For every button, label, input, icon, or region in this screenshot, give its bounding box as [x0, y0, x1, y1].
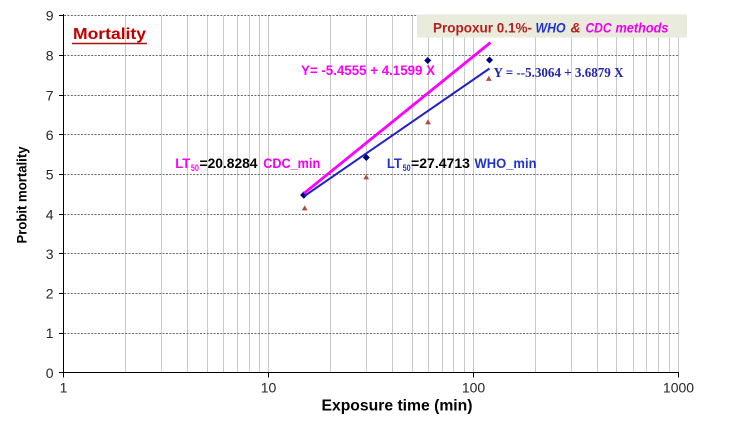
- svg-text:Y= -5.4555 + 4.1599 X: Y= -5.4555 + 4.1599 X: [301, 62, 436, 78]
- svg-text:methods: methods: [616, 20, 669, 36]
- svg-text:Propoxur 0.1%-: Propoxur 0.1%-: [433, 20, 532, 36]
- svg-text:Probit mortality: Probit mortality: [14, 146, 30, 243]
- svg-text:50: 50: [191, 163, 199, 173]
- svg-text:6: 6: [46, 127, 54, 143]
- svg-text:10: 10: [261, 380, 277, 396]
- svg-text:WHO_min: WHO_min: [475, 155, 537, 171]
- svg-text:2: 2: [46, 286, 54, 302]
- svg-text:CDC_min: CDC_min: [263, 155, 320, 171]
- svg-text:1000: 1000: [663, 380, 694, 396]
- svg-text:Mortality: Mortality: [73, 26, 146, 43]
- svg-text:4: 4: [46, 206, 54, 222]
- svg-text:9: 9: [46, 8, 54, 24]
- svg-text:1: 1: [60, 380, 68, 396]
- svg-text:&: &: [571, 20, 581, 36]
- svg-text:0: 0: [46, 365, 54, 381]
- svg-text:Exposure time (min): Exposure time (min): [322, 398, 473, 415]
- svg-text:3: 3: [46, 246, 54, 262]
- svg-text:7: 7: [46, 87, 54, 103]
- svg-text:5: 5: [46, 167, 54, 183]
- svg-text:8: 8: [46, 48, 54, 64]
- svg-text:WHO: WHO: [536, 20, 566, 36]
- svg-text:LT: LT: [387, 155, 402, 171]
- svg-text:CDC: CDC: [586, 20, 613, 36]
- svg-text:100: 100: [462, 380, 486, 396]
- svg-text:=27.4713: =27.4713: [411, 155, 470, 171]
- svg-text:50: 50: [403, 163, 411, 173]
- svg-text:=20.8284: =20.8284: [200, 155, 258, 171]
- svg-text:1: 1: [46, 325, 54, 341]
- svg-text:Y = --5.3064 + 3.6879 X: Y = --5.3064 + 3.6879 X: [494, 66, 624, 81]
- svg-text:LT: LT: [175, 155, 190, 171]
